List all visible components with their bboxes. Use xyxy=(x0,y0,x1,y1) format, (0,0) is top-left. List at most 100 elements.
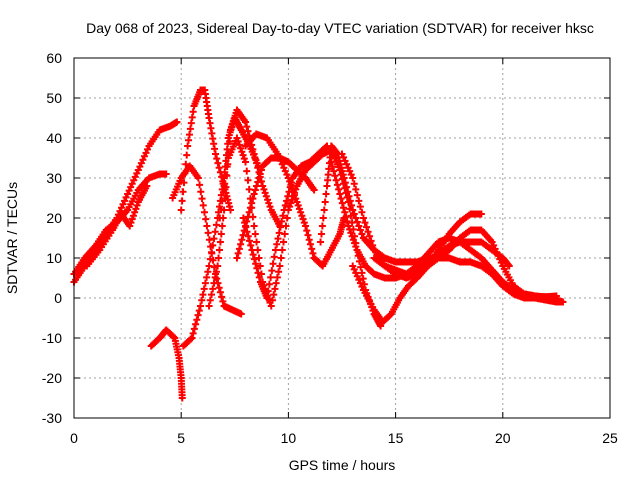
data-point xyxy=(272,279,280,287)
y-tick-label: -10 xyxy=(42,330,62,346)
data-point xyxy=(294,201,302,209)
data-point xyxy=(257,166,265,174)
grid-lines xyxy=(74,58,610,418)
data-point xyxy=(187,335,195,343)
data-point xyxy=(192,320,200,328)
data-point xyxy=(305,236,313,244)
y-tick-label: 40 xyxy=(46,130,62,146)
data-point xyxy=(346,225,354,233)
data-point xyxy=(310,186,318,194)
data-point xyxy=(350,210,358,218)
data-point xyxy=(208,248,216,256)
data-point xyxy=(363,223,371,231)
data-point xyxy=(173,118,181,126)
data-point xyxy=(242,158,250,166)
data-point xyxy=(349,206,357,214)
data-point xyxy=(178,197,186,205)
y-tick-label: -20 xyxy=(42,370,62,386)
data-point xyxy=(250,222,258,230)
data-point xyxy=(348,232,356,240)
data-point xyxy=(288,184,296,192)
data-point xyxy=(234,249,242,257)
data-point xyxy=(249,251,257,259)
data-point xyxy=(300,219,308,227)
data-point xyxy=(239,151,247,159)
data-point xyxy=(276,223,284,231)
y-tick-label: 30 xyxy=(46,170,62,186)
data-point xyxy=(205,236,213,244)
data-point xyxy=(194,311,202,319)
data-point xyxy=(267,302,275,310)
data-point xyxy=(345,192,353,200)
data-point xyxy=(264,196,272,204)
data-point xyxy=(338,199,346,207)
data-point xyxy=(349,236,357,244)
data-point xyxy=(216,288,224,296)
data-point xyxy=(208,291,216,299)
data-point xyxy=(239,231,247,239)
series-track-5 xyxy=(147,326,186,402)
data-point xyxy=(240,155,248,163)
data-point xyxy=(364,228,372,236)
data-point xyxy=(289,192,297,200)
data-point xyxy=(219,188,227,196)
data-point xyxy=(271,285,279,293)
data-point xyxy=(340,174,348,182)
data-point xyxy=(366,232,374,240)
x-axis-label: GPS time / hours xyxy=(289,457,396,473)
data-point xyxy=(344,222,352,230)
data-point xyxy=(217,230,225,238)
data-point xyxy=(295,205,303,213)
data-point xyxy=(358,208,366,216)
data-point xyxy=(244,127,252,135)
data-point xyxy=(183,151,191,159)
data-point xyxy=(237,144,245,152)
data-point xyxy=(264,292,272,300)
series-track-13 xyxy=(317,142,567,306)
data-point xyxy=(218,197,226,205)
data-point xyxy=(227,206,235,214)
data-point xyxy=(210,235,218,243)
data-point xyxy=(308,245,316,253)
data-point xyxy=(226,137,234,145)
data-point xyxy=(331,172,339,180)
data-point xyxy=(243,167,251,175)
data-point xyxy=(211,228,219,236)
data-point xyxy=(219,297,227,305)
data-point xyxy=(254,246,262,254)
data-point xyxy=(261,189,269,197)
data-point xyxy=(212,221,220,229)
chart-title: Day 068 of 2023, Sidereal Day-to-day VTE… xyxy=(86,20,594,36)
data-point xyxy=(346,197,354,205)
data-point xyxy=(242,118,250,126)
data-point xyxy=(222,183,230,191)
data-point xyxy=(342,213,350,221)
data-point xyxy=(203,222,211,230)
data-point xyxy=(180,179,188,187)
data-point xyxy=(209,241,217,249)
data-point xyxy=(361,219,369,227)
data-point xyxy=(196,181,204,189)
data-point xyxy=(128,215,136,223)
data-point xyxy=(344,188,352,196)
data-point xyxy=(204,229,212,237)
data-point xyxy=(306,240,314,248)
data-point xyxy=(283,214,291,222)
data-point xyxy=(505,262,513,270)
data-point xyxy=(178,394,186,402)
data-point xyxy=(341,208,349,216)
data-point xyxy=(182,160,190,168)
series-track-17 xyxy=(370,238,513,278)
data-point xyxy=(237,240,245,248)
data-point xyxy=(235,245,243,253)
data-point xyxy=(277,254,285,262)
data-point xyxy=(267,273,275,281)
data-point xyxy=(179,188,187,196)
data-point xyxy=(347,229,355,237)
data-point xyxy=(352,214,360,222)
data-point xyxy=(260,185,268,193)
data-point xyxy=(254,178,262,186)
data-point xyxy=(297,208,305,216)
data-point xyxy=(205,302,213,310)
data-point xyxy=(317,230,325,238)
